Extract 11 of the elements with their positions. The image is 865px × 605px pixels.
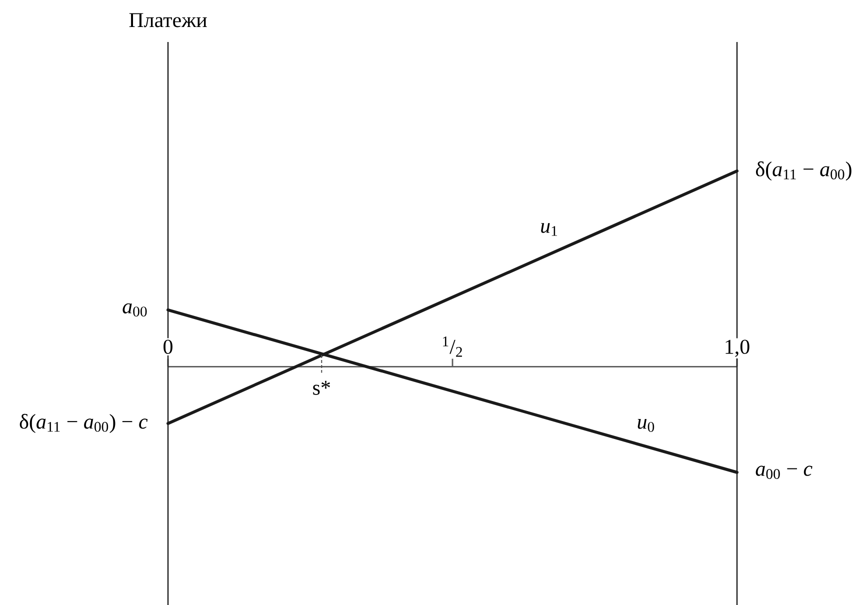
x-tick-label: $^{1}$/$_{2}$ — [443, 336, 462, 357]
annotation: a$_{00}$ − c — [756, 466, 812, 479]
x-tick-label: 1,0 — [726, 340, 750, 357]
series-label: u$_{0}$ — [638, 419, 654, 432]
annotation: s* — [313, 380, 330, 395]
annotation: a$_{00}$ — [122, 303, 147, 317]
x-tick-label: 0 — [164, 340, 172, 354]
text: Платежи — [129, 13, 207, 28]
series-label: u$_{1}$ — [541, 223, 558, 236]
annotation: δ(a$_{11}$ − a$_{00}$) — [756, 161, 852, 181]
annotation: δ(a$_{11}$ − a$_{00}$) − c — [20, 414, 148, 434]
